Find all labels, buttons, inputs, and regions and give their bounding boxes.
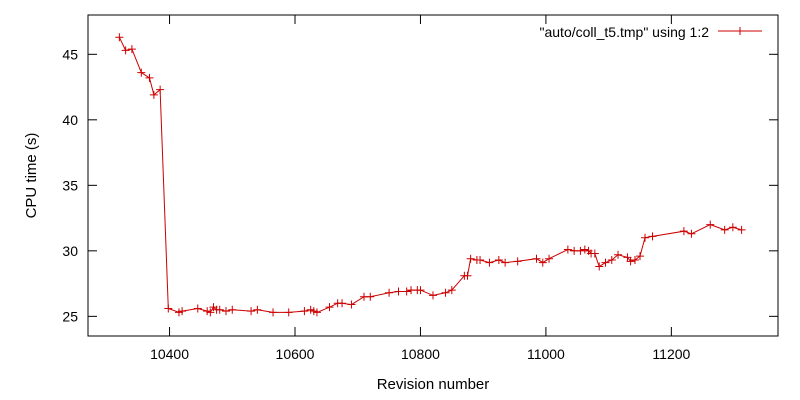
data-point [178, 307, 187, 316]
data-point [648, 232, 657, 241]
series-layer [115, 33, 746, 317]
data-point [538, 258, 547, 267]
y-axis-ticks: 25 30 35 40 45 [62, 46, 778, 324]
data-point [679, 227, 688, 236]
data-point [630, 256, 639, 265]
legend-label: "auto/coll_t5.tmp" using 1:2 [540, 24, 710, 40]
data-point [626, 257, 635, 266]
data-point [720, 225, 729, 234]
data-point [614, 250, 623, 259]
data-point [728, 223, 737, 232]
data-point [338, 299, 347, 308]
data-point [137, 68, 146, 77]
data-point [385, 288, 394, 297]
data-point [347, 300, 356, 309]
data-point [441, 288, 450, 297]
data-point [115, 33, 124, 42]
data-point [463, 271, 472, 280]
data-point [253, 305, 262, 314]
x-tick-label: 10600 [276, 346, 315, 362]
data-point [563, 245, 572, 254]
data-point [737, 225, 746, 234]
data-point [595, 262, 604, 271]
data-point [641, 233, 650, 242]
data-point [466, 254, 475, 263]
data-point [325, 303, 334, 312]
x-tick-label: 11200 [652, 346, 690, 362]
data-point [501, 258, 510, 267]
data-point [127, 45, 136, 54]
series-line [118, 37, 742, 314]
data-point [494, 256, 503, 265]
data-point [545, 254, 554, 263]
x-axis-ticks: 10400 10600 10800 11000 11200 [150, 15, 691, 362]
data-point [394, 287, 403, 296]
data-point [416, 286, 425, 295]
data-point [687, 229, 696, 238]
data-point [532, 254, 541, 263]
x-tick-label: 11000 [527, 346, 565, 362]
data-point [601, 258, 610, 267]
data-point [590, 249, 599, 258]
data-point [366, 292, 375, 301]
data-point [607, 256, 616, 265]
data-point [513, 257, 522, 266]
data-point [706, 220, 715, 229]
data-point [312, 308, 321, 317]
data-point [228, 305, 237, 314]
x-axis-title: Revision number [377, 376, 490, 393]
data-point [164, 304, 173, 313]
data-point [193, 304, 202, 313]
y-tick-label: 40 [62, 112, 78, 128]
data-point [485, 258, 494, 267]
data-point [247, 307, 256, 316]
data-point [222, 307, 230, 316]
data-point [429, 291, 437, 300]
data-point [300, 307, 309, 316]
y-tick-label: 45 [62, 46, 78, 62]
data-point [206, 308, 215, 317]
plot-frame [87, 14, 779, 337]
x-tick-label: 10800 [401, 346, 440, 362]
data-point [402, 287, 411, 296]
legend-marker-plus [736, 27, 744, 35]
data-point [636, 252, 644, 261]
data-point [145, 73, 154, 82]
data-point [156, 85, 165, 94]
y-tick-label: 35 [62, 177, 78, 193]
data-point [215, 305, 224, 314]
y-axis-title: CPU time (s) [23, 133, 40, 219]
y-tick-label: 25 [62, 308, 78, 324]
data-point [576, 246, 585, 255]
legend: "auto/coll_t5.tmp" using 1:2 [540, 24, 762, 40]
data-point [149, 90, 158, 99]
data-point [284, 308, 293, 317]
data-point [580, 245, 589, 254]
x-tick-label: 10400 [150, 346, 189, 362]
data-point [269, 308, 278, 317]
data-point [476, 256, 485, 265]
y-tick-label: 30 [62, 243, 78, 259]
data-point [121, 46, 130, 55]
data-point [447, 286, 456, 295]
